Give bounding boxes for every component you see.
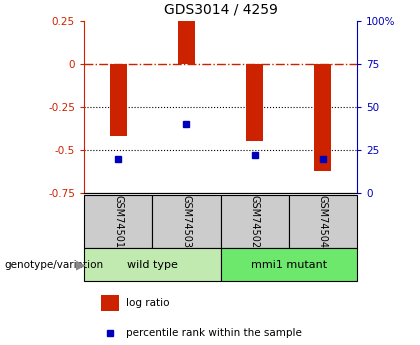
Text: GSM74503: GSM74503 [181,195,192,248]
Bar [110,64,127,136]
Text: mmi1 mutant: mmi1 mutant [251,260,327,270]
Text: genotype/variation: genotype/variation [4,260,103,270]
Bar [246,64,263,141]
Text: ▶: ▶ [76,258,86,272]
Bar [178,21,195,64]
Text: GSM74504: GSM74504 [318,195,328,248]
Bar [314,64,331,171]
Text: percentile rank within the sample: percentile rank within the sample [126,328,302,338]
Bar [84,248,220,281]
Bar [101,295,119,311]
Bar [84,195,152,248]
Title: GDS3014 / 4259: GDS3014 / 4259 [163,3,278,17]
Bar [220,248,357,281]
Text: GSM74502: GSM74502 [249,195,260,248]
Bar [289,195,357,248]
Text: wild type: wild type [127,260,178,270]
Text: GSM74501: GSM74501 [113,195,123,248]
Bar [220,195,289,248]
Text: log ratio: log ratio [126,298,170,308]
Bar [152,195,221,248]
